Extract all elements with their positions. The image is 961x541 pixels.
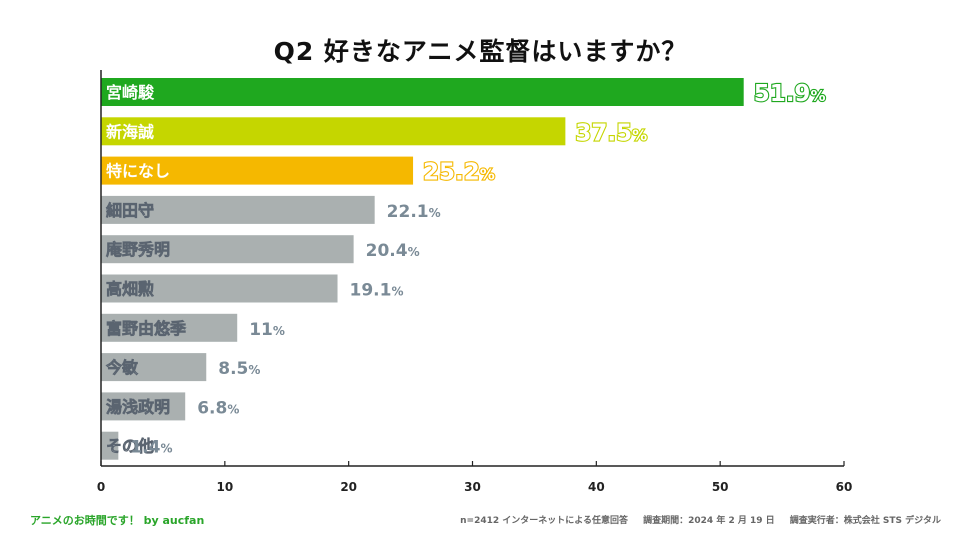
- percent-sign: %: [632, 126, 647, 144]
- percent-sign: %: [248, 363, 260, 377]
- bar: [101, 431, 119, 460]
- category-label: 特になし: [106, 162, 170, 181]
- category-label: その他: [106, 437, 154, 456]
- bar: [101, 313, 238, 342]
- category-label: 細田守: [106, 201, 154, 220]
- x-tick-label: 60: [836, 480, 853, 494]
- percent-sign: %: [480, 166, 495, 184]
- percent-sign: %: [273, 324, 285, 338]
- value-label: 22.1%: [387, 202, 441, 222]
- bar: [101, 235, 354, 264]
- percent-sign: %: [391, 285, 403, 299]
- chart-title: Q2 好きなアニメ監督はいますか？: [273, 37, 688, 66]
- bar: [101, 392, 186, 421]
- footer-sample: n=2412 インターネットによる任意回答: [460, 516, 628, 526]
- x-tick-label: 50: [712, 480, 729, 494]
- bar: [101, 117, 566, 146]
- footer-period: 調査期間：2024 年 2 月 19 日: [643, 516, 775, 526]
- percent-sign: %: [160, 442, 172, 456]
- bar: [101, 195, 375, 224]
- value-label: 6.8%: [197, 398, 239, 418]
- footer-organizer: 調査実行者：株式会社 STS デジタル: [789, 516, 941, 526]
- value-label: 20.4%: [366, 241, 420, 261]
- category-label: 今敏: [105, 358, 139, 377]
- percent-sign: %: [408, 245, 420, 259]
- value-label: 25.2%: [423, 160, 495, 186]
- category-label: 新海誠: [106, 122, 154, 141]
- bar: [101, 353, 207, 382]
- value-label: 11%: [249, 320, 285, 340]
- x-tick-label: 30: [464, 480, 481, 494]
- bar: [101, 156, 414, 185]
- x-tick-label: 10: [216, 480, 233, 494]
- category-label: 宮崎駿: [106, 83, 155, 102]
- percent-sign: %: [429, 206, 441, 220]
- footer-brand: アニメのお時間です！ by aucfan: [30, 514, 205, 527]
- value-label: 8.5%: [218, 359, 260, 379]
- value-label: 1.4%: [130, 438, 172, 458]
- value-label: 37.5%: [575, 120, 647, 146]
- bar: [101, 78, 744, 106]
- category-label: 湯浅政明: [106, 397, 170, 416]
- value-label: 51.9%: [754, 81, 826, 107]
- x-axis: 0 10 20 30 40 50 60: [97, 70, 853, 494]
- percent-sign: %: [227, 402, 239, 416]
- footer-survey-info: n=2412 インターネットによる任意回答 調査期間：2024 年 2 月 19…: [448, 513, 941, 526]
- x-tick-label: 20: [340, 480, 357, 494]
- category-label: 高畑勲: [106, 280, 154, 299]
- x-tick-label: 40: [588, 480, 605, 494]
- category-label: 富野由悠季: [106, 319, 187, 338]
- bar: [101, 274, 338, 303]
- category-label: 庵野秀明: [106, 240, 170, 259]
- x-tick-label: 0: [97, 480, 105, 494]
- bars-layer: 宮崎駿 51.9% 新海誠 37.5% 特になし 25.2% 細田守 22.1% 庵野秀明 20.…: [101, 78, 827, 460]
- value-label: 19.1%: [350, 281, 404, 301]
- percent-sign: %: [810, 87, 825, 105]
